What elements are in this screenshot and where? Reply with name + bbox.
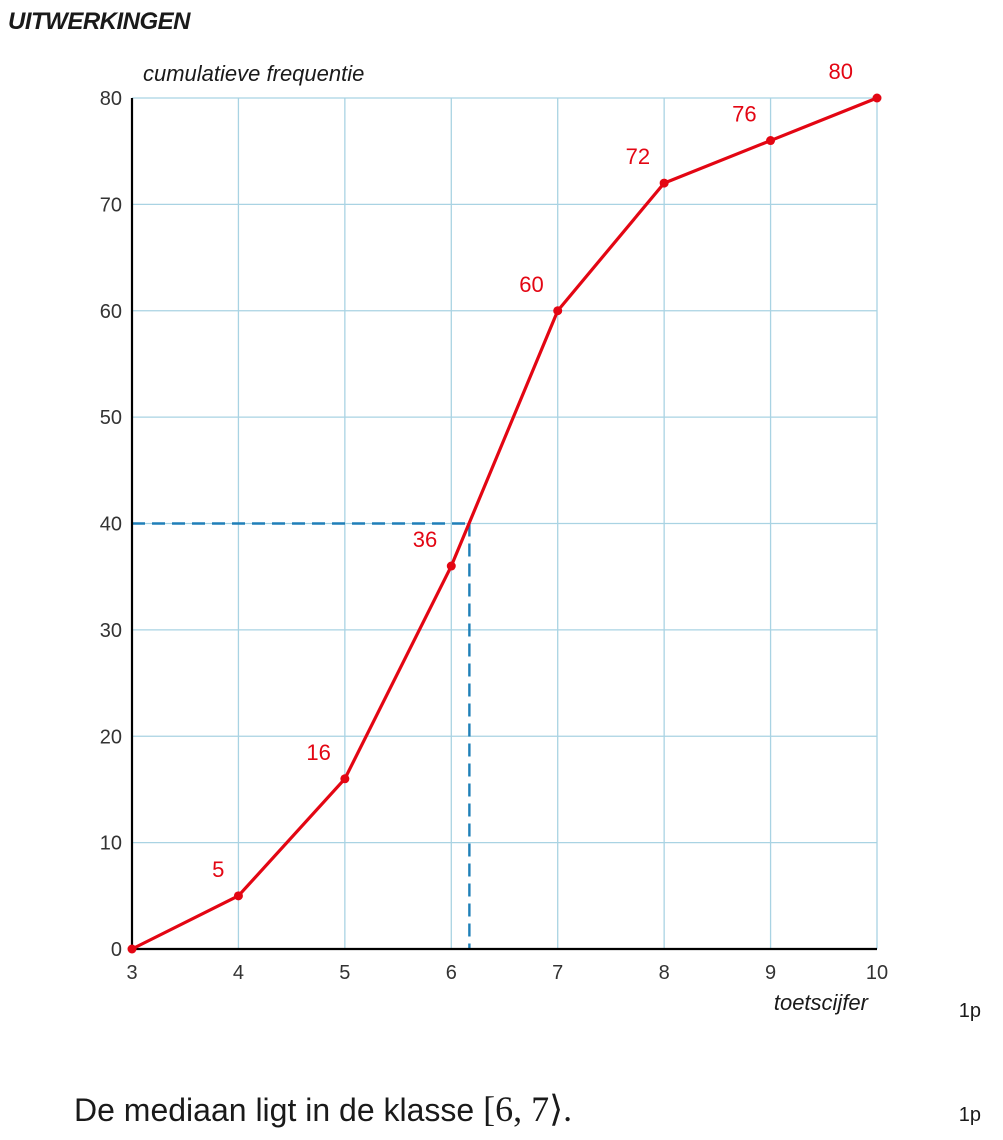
y-tick-label: 10 [100,833,122,855]
data-point [233,891,243,901]
series-line [131,96,878,951]
x-tick-label: 10 [866,962,888,984]
cumulative-frequency-chart: 3 4 5 6 7 8 9 10 0 10 20 30 40 50 60 70 80 5 16 36 60 72 76 80… [100,59,888,1015]
data-point [659,178,669,188]
data-label: 60 [519,272,543,297]
data-series [127,93,882,954]
x-tick-label: 7 [552,962,563,984]
data-labels: 5 16 36 60 72 76 80 [212,59,853,882]
y-tick-label: 40 [100,514,122,536]
median-guides [132,522,471,949]
data-point [340,774,350,784]
points-label-1: 1p [958,1000,981,1022]
data-label: 36 [413,527,437,552]
chart-axes [130,98,877,951]
y-tick-label: 50 [100,407,122,429]
data-label: 72 [626,144,650,169]
y-tick-label: 0 [111,939,122,961]
data-label: 16 [306,740,330,765]
x-tick-label: 9 [765,962,776,984]
data-label: 5 [212,857,224,882]
y-tick-label: 60 [100,301,122,323]
y-tick-label: 30 [100,620,122,642]
x-tick-label: 6 [446,962,457,984]
x-tick-label: 5 [339,962,350,984]
page-heading: UITWERKINGEN [8,8,191,35]
x-tick-label: 8 [659,962,670,984]
data-point [553,306,563,316]
x-tick-label: 4 [233,962,244,984]
data-point [872,93,882,103]
data-point [446,561,456,571]
data-point [127,944,137,954]
x-axis-title: toetscijfer [774,990,870,1015]
x-tick-label: 3 [126,962,137,984]
answer-text: De mediaan ligt in de klasse [74,1092,475,1128]
points-label-2: 1p [958,1104,981,1126]
y-tick-label: 70 [100,194,122,216]
data-label: 80 [829,59,853,84]
y-axis-title: cumulatieve frequentie [143,61,364,86]
y-tick-label: 20 [100,726,122,748]
answer-sentence: De mediaan ligt in de klasse [6, 7⟩. [74,1088,572,1130]
tick-labels: 3 4 5 6 7 8 9 10 0 10 20 30 40 50 60 70 80 [100,88,888,984]
y-tick-label: 80 [100,88,122,110]
answer-math: [6, 7⟩. [483,1089,573,1129]
data-point [766,136,776,146]
data-label: 76 [732,102,756,127]
